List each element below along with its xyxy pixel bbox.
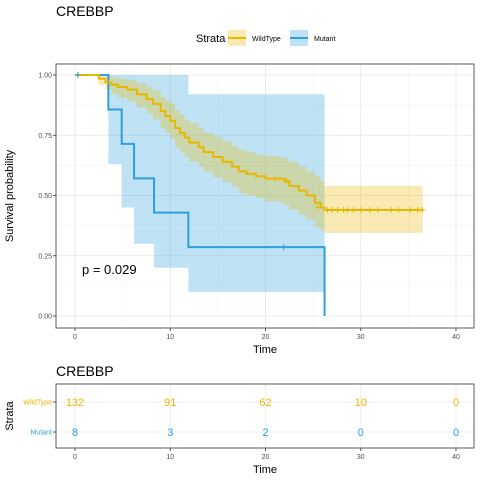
legend-label-wildtype: WildType [252,36,281,43]
risk-cell-wildtype: 0 [453,397,459,409]
risk-table-title: CREBBP [56,363,114,379]
risk-panel-border [55,383,475,449]
censor-mark-wildtype [344,206,351,213]
censor-mark-wildtype [334,206,341,213]
risk-cell-mutant: 0 [453,427,459,439]
censor-mark-wildtype [357,206,364,213]
survival-x-tick-label: 30 [357,334,365,341]
survival-curve-wildtype [75,74,423,211]
risk-cell-mutant: 0 [358,427,364,439]
censor-mark-wildtype [329,206,336,213]
survival-x-tick-label: 10 [166,334,174,341]
survival-x-tick-label: 40 [452,334,460,341]
risk-x-tick-label: 40 [452,454,460,461]
survival-y-tick-label: 1.00 [38,73,52,80]
legend-label-mutant: Mutant [314,36,335,43]
legend-title: Strata [196,33,226,45]
survival-x-axis-label: Time [253,344,277,356]
survival-title: CREBBP [56,3,114,19]
risk-table-x-axis-label: Time [253,464,277,476]
censor-mark-wildtype [419,206,426,213]
confidence-band-wildtype [75,75,423,233]
censor-mark-wildtype [374,206,381,213]
survival-x-tick-label: 0 [73,334,77,341]
censor-mark-mutant [74,72,81,78]
risk-panel-background [56,384,474,448]
censor-mark-wildtype [395,206,402,213]
survival-x-tick-label: 20 [262,334,270,341]
survival-panel-background [56,64,474,328]
censor-mark-mutant [280,244,287,251]
risk-x-tick-label: 30 [357,454,365,461]
legend-item-wildtype: WildType [228,30,281,46]
risk-x-tick-label: 20 [262,454,270,461]
survival-y-tick-label: 0.25 [38,253,52,260]
censor-mark-wildtype [272,175,279,182]
survival-y-tick-label: 0.50 [38,193,52,200]
risk-x-tick-label: 10 [166,454,174,461]
censor-mark-wildtype [388,206,395,213]
risk-cell-mutant: 8 [72,427,78,439]
survival-curve-mutant [75,74,326,316]
censor-mark-wildtype [283,178,290,185]
survival-y-axis-label: Survival probability [4,149,16,242]
censor-mark-wildtype [407,206,414,213]
risk-row-label-wildtype: WildType [23,400,52,407]
risk-table-y-axis-label: Strata [4,400,16,430]
risk-cell-mutant: 3 [167,427,173,439]
survival-plot-panel: 0 10 20 30 40 0.00 0.25 0.50 0.75 1.00 [38,63,475,341]
confidence-band-mutant [75,75,325,292]
risk-cell-wildtype: 10 [355,397,367,409]
risk-cell-wildtype: 91 [164,397,176,409]
risk-row-label-mutant: Mutant [31,430,52,437]
p-value-annotation: p = 0.029 [82,262,137,277]
censor-mark-wildtype [350,206,357,213]
censor-mark-wildtype [314,204,321,211]
risk-x-tick-label: 0 [73,454,77,461]
censor-mark-wildtype [367,206,374,213]
risk-cell-mutant: 2 [262,427,268,439]
survival-y-tick-label: 0.75 [38,133,52,140]
risk-cell-wildtype: 132 [66,397,84,409]
legend-item-mutant: Mutant [290,30,335,46]
risk-cell-wildtype: 62 [259,397,271,409]
survival-y-tick-label: 0.00 [38,314,52,321]
legend: Strata WildType Mutant [196,30,335,46]
survival-panel-border [55,63,475,329]
